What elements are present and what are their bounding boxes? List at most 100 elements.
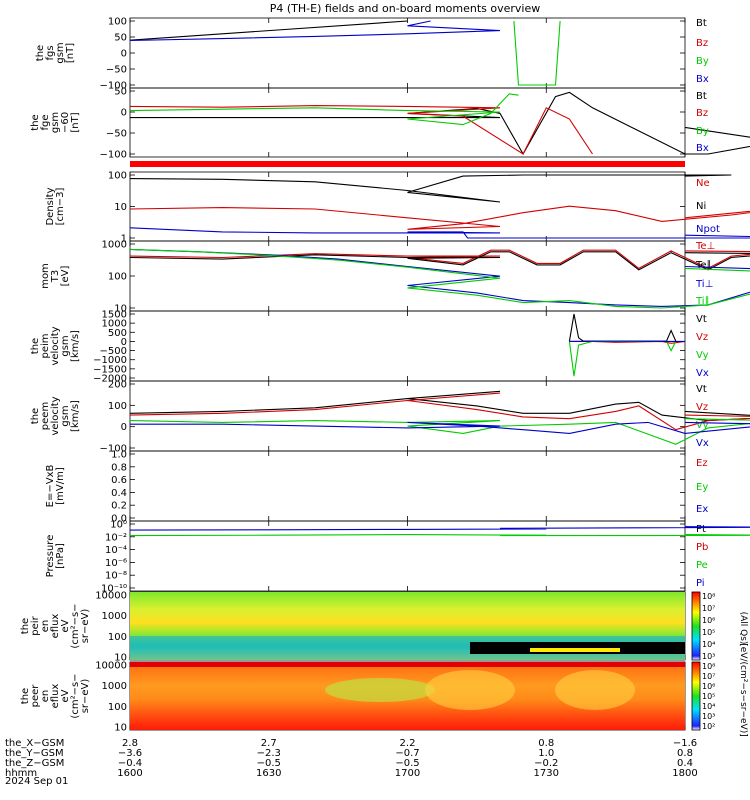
ephemeris-value: 2.8 xyxy=(122,738,138,749)
y-tick-label: 1000 xyxy=(102,611,127,622)
y-tick-label: 10⁻⁴ xyxy=(105,545,127,556)
y-axis-label: the xyxy=(30,408,41,424)
legend-entry: Te⊥ xyxy=(695,241,715,252)
y-tick-label: −500 xyxy=(100,346,127,357)
y-axis-label: peem xyxy=(40,402,51,430)
colorbar-tick-label: 10⁵ xyxy=(702,692,715,701)
ephemeris-row-label: the_Z−GSM xyxy=(5,758,64,769)
panel-frame xyxy=(129,520,686,592)
y-tick-label: 100 xyxy=(108,17,127,28)
y-tick-label: 10⁻⁶ xyxy=(105,558,127,569)
y-axis-label: gsm xyxy=(60,405,71,426)
ephemeris-value: 2.2 xyxy=(400,738,416,749)
panel-efield: 1.00.8 0.6 0.4 0.2 0.0 E=−VxB [mV/m] Ez Ey Ex xyxy=(45,450,708,525)
y-tick-label: 0 xyxy=(121,108,127,119)
legend-entry: Bz xyxy=(696,38,708,49)
colorbar-peer-label: [eV/(cm²−s−sr−eV)] xyxy=(738,643,748,737)
colorbar-tick-label: 10² xyxy=(702,722,715,731)
legend-entry: Ti∥ xyxy=(695,296,710,307)
y-axis-label: Density xyxy=(45,187,56,225)
legend-entry: Bz xyxy=(696,108,708,119)
y-axis-label: [nPa] xyxy=(55,543,66,569)
legend-entry: Bt xyxy=(696,91,707,102)
ephemeris-value: 1700 xyxy=(395,768,420,779)
legend-entry: Ni xyxy=(696,201,706,212)
y-tick-label: 10 xyxy=(114,723,127,734)
colorbar-peir-scale xyxy=(691,591,701,661)
y-axis-label: en xyxy=(40,620,51,633)
panel-frame xyxy=(129,171,686,242)
colorbar-peer-scale xyxy=(691,661,701,731)
ephemeris-value: 1630 xyxy=(256,768,281,779)
peer-green-region xyxy=(325,678,435,702)
series-line-peem-velocity-3 xyxy=(130,421,750,434)
y-tick-label: 1000 xyxy=(102,681,127,692)
y-axis-label: (cm²−s− xyxy=(70,673,81,718)
y-axis-label: gsm xyxy=(60,335,71,356)
panel-frame xyxy=(129,87,686,158)
ephemeris-value: 1730 xyxy=(534,768,559,779)
panel-density: 100 10 1 Density [cm−3] Ne Ni Npot xyxy=(45,171,750,245)
y-axis-label: (cm²−s− xyxy=(70,603,81,648)
y-tick-label: 10⁻⁸ xyxy=(105,571,127,582)
y-tick-label: −1500 xyxy=(93,364,127,375)
y-axis-label: the xyxy=(20,688,31,704)
y-tick-label: 0 xyxy=(121,337,127,348)
ephemeris-value: −0.5 xyxy=(257,758,281,769)
colorbar-tick-label: 10⁵ xyxy=(702,628,715,637)
ephemeris-row-label: hhmm xyxy=(5,768,37,779)
state-bar xyxy=(130,161,685,167)
y-tick-label: 10000 xyxy=(95,661,127,672)
y-tick-label: 10⁻² xyxy=(105,532,127,543)
figure-title: P4 (TH-E) fields and on-board moments ov… xyxy=(270,2,541,15)
y-axis-label: [km/s] xyxy=(70,330,81,362)
legend-entry: Ne xyxy=(696,178,710,189)
y-tick-label: 0 xyxy=(121,422,127,433)
y-axis-label: Pressure xyxy=(45,535,56,578)
colorbar-tick-label: 10⁴ xyxy=(702,640,715,649)
series-line-fgs-3 xyxy=(129,20,501,42)
y-tick-label: 50 xyxy=(114,33,127,44)
legend-entry: Ti⊥ xyxy=(695,279,713,290)
legend-entry: Pi xyxy=(696,578,705,589)
y-axis-label: fge xyxy=(40,114,51,130)
y-axis-label: mom xyxy=(40,263,51,289)
y-axis-label: the xyxy=(30,338,41,354)
ephemeris-value: 1600 xyxy=(117,768,142,779)
series-line-density-2 xyxy=(129,227,750,239)
y-axis-label: E=−VxB xyxy=(45,465,56,508)
ephemeris-value: −0.2 xyxy=(534,758,558,769)
legend-entry: Te∥ xyxy=(695,260,712,271)
date-label: 2024 Sep 01 xyxy=(5,776,68,787)
y-axis-label: [nT] xyxy=(70,112,81,132)
peer-yellow-region-1 xyxy=(425,670,515,710)
y-tick-label: 100 xyxy=(108,272,127,283)
colorbar-tick-label: 10⁷ xyxy=(702,672,715,681)
y-axis-label: en xyxy=(40,690,51,703)
panel-frame xyxy=(129,450,686,522)
y-tick-label: 0.0 xyxy=(111,514,127,525)
colorbar-peir: 10⁸ 10⁷ 10⁶ 10⁵ 10⁴ 10³ (All Qs) xyxy=(691,591,748,661)
y-tick-label: 10⁰ xyxy=(110,520,127,531)
colorbar-tick-label: 10⁶ xyxy=(702,682,715,691)
series-line-fgs-2 xyxy=(513,20,561,86)
legend-entry: Vt xyxy=(696,314,707,325)
y-tick-label: 50 xyxy=(114,87,127,98)
y-tick-label: 100 xyxy=(108,702,127,713)
panel-temperature: 1000 100 10 mom T3 [eV] Te⊥ Te∥ Ti⊥ Ti∥ xyxy=(40,240,750,315)
ephemeris-value: 1800 xyxy=(672,768,697,779)
series-line-fge-0 xyxy=(130,91,750,156)
series-line-peim-velocity-0 xyxy=(568,313,677,342)
y-axis-label: sr−eV) xyxy=(80,679,91,714)
y-axis-label: eV xyxy=(60,689,71,702)
y-axis-label: [nT] xyxy=(65,43,76,63)
series-line-peem-velocity-0 xyxy=(129,390,750,422)
ephemeris-row-label: the_X−GSM xyxy=(5,738,64,749)
legend-entry: Pt xyxy=(696,524,706,535)
legend-entry: Bx xyxy=(696,74,709,85)
y-tick-label: 10 xyxy=(114,304,127,315)
ephemeris-value: −2.3 xyxy=(257,748,281,759)
y-tick-label: 0.4 xyxy=(111,488,127,499)
peer-heatmap xyxy=(130,662,685,730)
y-tick-label: −50 xyxy=(106,65,127,76)
